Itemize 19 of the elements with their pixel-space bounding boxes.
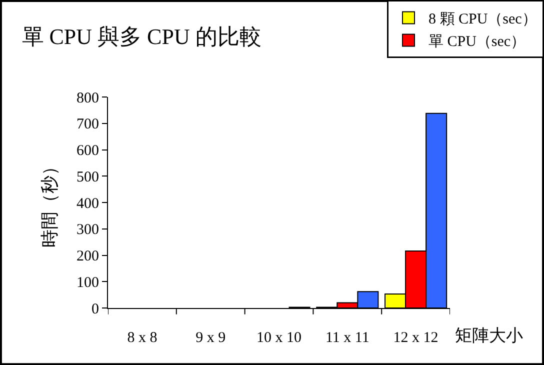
x-tick-label: 10 x 10 (256, 330, 302, 346)
y-tick-label: 800 (76, 90, 99, 106)
y-axis-title: 時間（秒） (40, 158, 60, 248)
y-tick-label: 200 (76, 248, 99, 264)
y-tick-label: 700 (76, 116, 99, 133)
x-tick-label: 12 x 12 (393, 330, 438, 346)
x-axis-title: 矩陣大小 (455, 326, 523, 345)
y-tick-label: 300 (76, 222, 99, 238)
y-tick-label: 600 (76, 143, 99, 159)
y-tick-label: 400 (76, 196, 99, 212)
x-tick-label: 8 x 8 (127, 330, 158, 346)
chart-title: 單 CPU 與多 CPU 的比較 (22, 24, 262, 50)
y-tick-label: 100 (76, 274, 99, 291)
x-tick-label: 11 x 11 (325, 330, 370, 346)
y-tick-label: 500 (76, 169, 99, 186)
y-tick-label: 0 (92, 301, 99, 318)
x-tick-label: 9 x 9 (196, 330, 226, 346)
legend-label: 單 CPU（sec） (428, 34, 526, 50)
legend-label: 8 顆 CPU（sec） (428, 12, 537, 28)
